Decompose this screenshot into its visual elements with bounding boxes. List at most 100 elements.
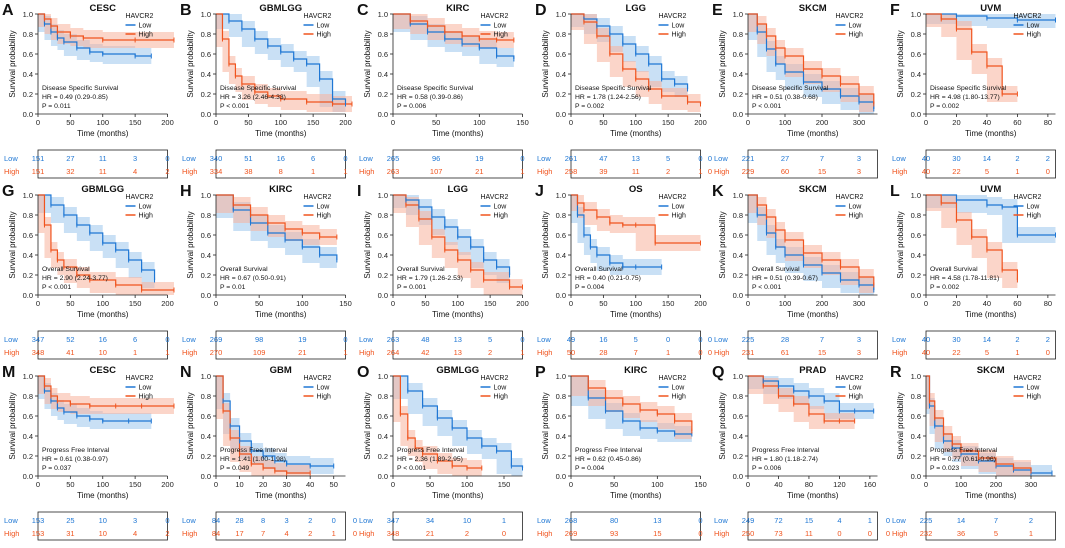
y-axis-label: Survival probability [363,30,372,97]
legend-label-low: Low [139,23,153,30]
y-tick-label: 0.2 [23,452,33,461]
risk-count-high: 0 [698,348,702,357]
risk-row-label-high: High [4,529,19,538]
hazard-ratio: HR = 0.51 (0.39-0.67) [752,275,818,282]
panel-i: I LGG Survival probability 0.0 0.2 0.4 0.6 0.8 1… [357,183,529,360]
y-tick-label: 0.2 [733,452,743,461]
risk-count-low: 3 [133,154,137,163]
y-tick-label: 0.4 [556,70,566,79]
x-tick-label: 40 [306,480,314,489]
risk-count-low: 6 [311,154,315,163]
survival-type-label: Disease Specific Survival [397,85,474,92]
risk-row-label-high: High [537,529,552,538]
x-tick-label: 150 [484,299,497,308]
risk-count-low: 84 [212,516,220,525]
p-value: P = 0.002 [930,284,959,291]
legend-title: HAVCR2 [659,13,687,20]
risk-table-box [392,511,523,541]
risk-count-low: 263 [387,335,400,344]
risk-count-low: 96 [432,154,440,163]
risk-count-low: 6 [133,335,137,344]
y-tick-label: 0.4 [201,70,211,79]
x-tick-label: 50 [599,299,607,308]
risk-count-low: 0 [886,516,890,525]
panel-letter: M [2,364,15,381]
km-curve-high [216,194,337,238]
risk-count-low: 19 [298,335,306,344]
panel-letter: I [357,183,361,200]
ci-band-low [926,195,1056,243]
y-tick-label: 0.8 [556,211,566,220]
y-tick-label: 0.2 [556,271,566,280]
legend-label-high: High [672,394,687,401]
risk-count-low: 0 [520,335,524,344]
y-tick-label: 0.0 [911,472,921,481]
x-tick-label: 10 [235,480,243,489]
y-tick-label: 0.2 [733,271,743,280]
y-tick-label: 0.2 [556,90,566,99]
panel-title: UVM [980,184,1001,195]
y-tick-label: 0.0 [556,291,566,300]
panel-m: M CESC Survival probability 0.0 0.2 0.4 0.6 0.8… [2,364,175,541]
risk-count-low: 30 [952,335,960,344]
risk-count-high: 42 [421,348,429,357]
y-tick-label: 0.2 [201,271,211,280]
survival-type-label: Progress Free Interval [575,447,643,454]
legend-label-high: High [1027,32,1042,39]
panel-letter: Q [712,364,724,381]
x-tick-label: 100 [451,299,464,308]
y-tick-label: 0.4 [23,70,33,79]
risk-count-high: 15 [653,529,661,538]
risk-table-box [37,149,168,179]
y-tick-label: 1.0 [911,372,921,381]
risk-table-box [392,330,523,360]
risk-count-high: 39 [599,167,607,176]
ci-band-high [393,195,523,295]
y-tick-label: 1.0 [378,372,388,381]
x-tick-label: 150 [129,118,142,127]
risk-table-box [925,330,1056,360]
panel-title: KIRC [446,3,469,14]
risk-count-high: 4 [133,529,137,538]
risk-count-high: 232 [920,529,933,538]
panel-d: D LGG Survival probability 0.0 0.2 0.4 0.6 0.8 1… [535,2,707,179]
risk-table-box [392,149,523,179]
x-tick-label: 80 [1044,299,1052,308]
risk-row-label-low: Low [359,335,373,344]
risk-count-low: 0 [666,335,670,344]
risk-count-low: 5 [666,154,670,163]
panel-title: LGG [447,184,468,195]
y-tick-label: 1.0 [23,191,33,200]
x-tick-label: 40 [983,299,991,308]
km-curve-low [393,375,524,468]
risk-count-low: 40 [922,335,930,344]
hazard-ratio: HR = 0.67 (0.50-0.91) [220,275,286,282]
panel-title: GBMLGG [259,3,302,14]
y-tick-label: 0.2 [201,452,211,461]
legend-label-low: Low [849,204,863,211]
x-tick-label: 20 [952,118,960,127]
risk-count-high: 21 [475,167,483,176]
hazard-ratio: HR = 2.90 (2.24-3.77) [42,275,108,282]
risk-count-high: 1 [520,348,524,357]
y-tick-label: 0.0 [556,110,566,119]
risk-count-low: 15 [805,516,813,525]
hazard-ratio: HR = 0.62 (0.45-0.86) [575,456,641,463]
risk-table-box [747,511,878,541]
y-tick-label: 0.6 [201,412,211,421]
x-tick-label: 200 [161,118,174,127]
risk-count-high: 15 [818,167,826,176]
hazard-ratio: HR = 0.61 (0.38-0.97) [42,456,108,463]
km-curve-high [748,194,875,285]
x-tick-label: 100 [473,118,486,127]
x-axis-label: Time (months) [77,491,129,500]
risk-count-low: 2 [1015,335,1019,344]
risk-count-high: 5 [985,167,989,176]
survival-type-label: Disease Specific Survival [575,85,652,92]
legend-label-high: High [1027,213,1042,220]
risk-count-low: 5 [488,335,492,344]
y-tick-label: 0.0 [733,291,743,300]
risk-table-box [570,149,701,179]
x-tick-label: 100 [274,118,287,127]
panel-l: L UVM Survival probability 0.0 0.2 0.4 0.6 0.8 1… [890,183,1056,360]
